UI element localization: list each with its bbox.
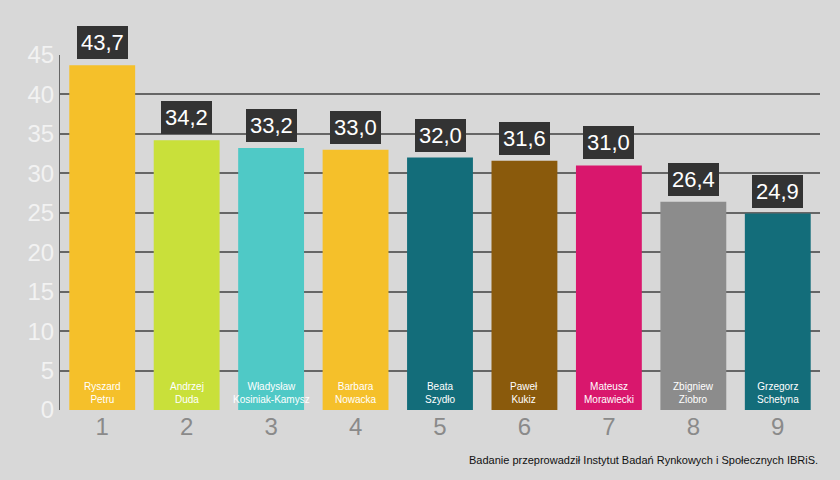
svg-text:33,0: 33,0 [334, 115, 377, 140]
svg-text:4: 4 [349, 413, 362, 440]
svg-text:15: 15 [27, 278, 54, 305]
svg-text:32,0: 32,0 [419, 123, 462, 148]
svg-text:24,9: 24,9 [756, 179, 799, 204]
svg-text:31,0: 31,0 [587, 130, 630, 155]
svg-text:GrzegorzSchetyna: GrzegorzSchetyna [757, 381, 799, 405]
svg-text:25: 25 [27, 199, 54, 226]
svg-text:BarbaraNowacka: BarbaraNowacka [335, 381, 377, 405]
svg-text:20: 20 [27, 239, 54, 266]
svg-text:Badanie przeprowadził Instytut: Badanie przeprowadził Instytut Badań Ryn… [469, 454, 818, 466]
svg-text:30: 30 [27, 160, 54, 187]
svg-text:35: 35 [27, 120, 54, 147]
svg-text:WładysławKosiniak-Kamysz: WładysławKosiniak-Kamysz [233, 381, 310, 405]
svg-text:43,7: 43,7 [81, 30, 124, 55]
svg-text:10: 10 [27, 318, 54, 345]
svg-text:AndrzejDuda: AndrzejDuda [170, 381, 204, 405]
svg-text:31,6: 31,6 [503, 126, 546, 151]
svg-text:RyszardPetru: RyszardPetru [84, 381, 121, 405]
svg-text:5: 5 [41, 357, 54, 384]
svg-text:2: 2 [180, 413, 193, 440]
svg-text:5: 5 [433, 413, 446, 440]
svg-text:PawełKukiz: PawełKukiz [510, 381, 538, 405]
svg-text:26,4: 26,4 [672, 167, 715, 192]
svg-text:8: 8 [687, 413, 700, 440]
svg-text:MateuszMorawiecki: MateuszMorawiecki [584, 381, 634, 405]
svg-text:3: 3 [264, 413, 277, 440]
svg-text:7: 7 [602, 413, 615, 440]
svg-text:BeataSzydło: BeataSzydło [425, 381, 455, 405]
svg-text:0: 0 [41, 396, 54, 423]
svg-text:33,2: 33,2 [250, 113, 293, 138]
svg-text:34,2: 34,2 [165, 105, 208, 130]
svg-text:1: 1 [96, 413, 109, 440]
svg-text:9: 9 [771, 413, 784, 440]
svg-text:ZbigniewZiobro: ZbigniewZiobro [673, 381, 714, 405]
svg-text:6: 6 [518, 413, 531, 440]
svg-text:45: 45 [27, 41, 54, 68]
svg-text:40: 40 [27, 81, 54, 108]
